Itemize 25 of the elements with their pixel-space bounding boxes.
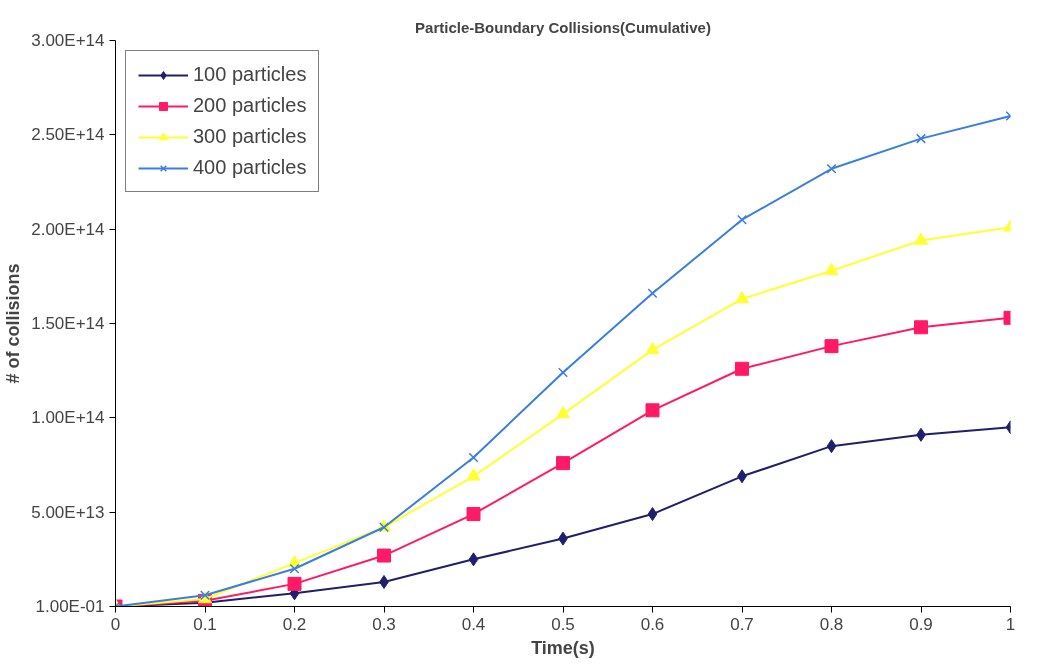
legend-label: 400 particles [193,156,307,179]
x-tick-label: 1 [1005,614,1016,634]
chart-title: Particle-Boundary Collisions(Cumulative) [415,18,711,36]
x-tick-label: 0.5 [551,614,575,634]
x-tick-label: 0.9 [909,614,933,634]
legend-label: 300 particles [193,125,307,148]
y-tick-label: 5.00E+13 [31,502,105,522]
y-axis-title: # of collisions [3,263,24,384]
legend-label: 100 particles [193,63,307,86]
x-tick-label: 0.4 [461,614,486,634]
y-tick-label: 1.00E-01 [35,597,105,616]
y-tick-label: 2.00E+14 [31,219,105,239]
x-tick-label: 0.8 [819,614,844,634]
x-tick-label: 0 [110,614,121,634]
legend-label: 200 particles [193,94,307,117]
y-tick-label: 1.00E+14 [31,408,105,428]
y-tick-label: 1.50E+14 [31,314,105,333]
x-tick-label: 0.2 [282,614,307,634]
y-tick-label: 3.00E+14 [31,31,105,50]
x-axis-title: Time(s) [531,637,595,658]
x-tick-label: 0.7 [730,614,754,634]
x-tick-label: 0.3 [372,614,396,634]
x-tick-label: 0.6 [640,614,665,634]
x-tick-label: 0.1 [193,614,217,634]
y-tick-label: 2.50E+14 [31,125,105,145]
